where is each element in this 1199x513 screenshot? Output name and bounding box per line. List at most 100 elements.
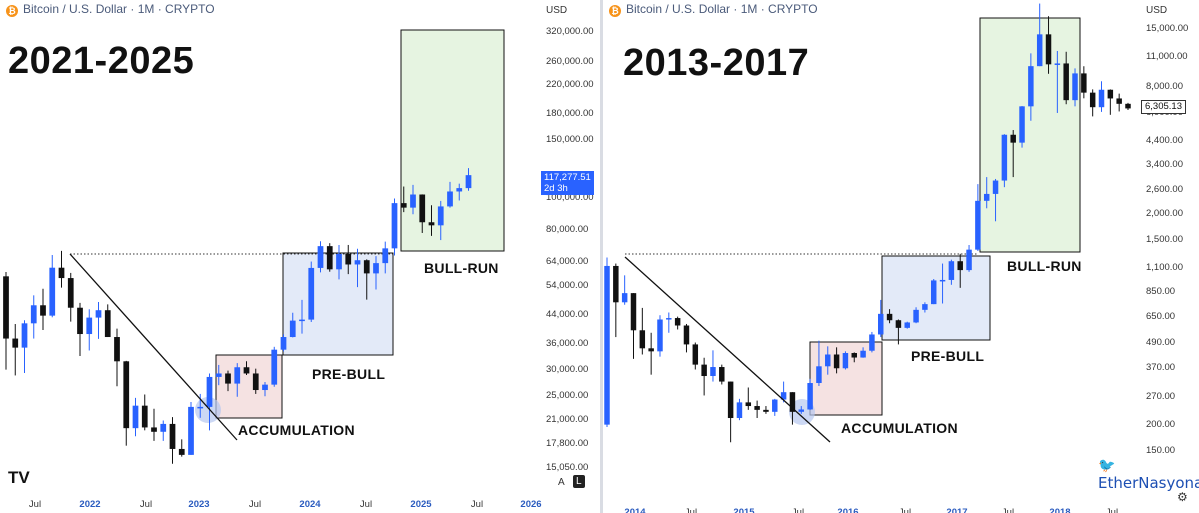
candle-body: [336, 253, 342, 270]
candle-body: [613, 265, 619, 303]
chart-panel-left[interactable]: ₿ Bitcoin / U.S. Dollar · 1M · CRYPTO 202…: [0, 0, 600, 513]
settings-gear-icon[interactable]: ⚙: [1177, 490, 1188, 504]
chart-canvas-left[interactable]: [0, 0, 600, 513]
candle-body: [719, 367, 725, 382]
candle-body: [317, 246, 324, 268]
x-axis-tick-label: 2026: [520, 499, 542, 510]
candle-body: [400, 203, 407, 208]
x-axis-tick-label: Jul: [898, 507, 912, 513]
candle-body: [869, 334, 875, 351]
y-axis-tick-label: 21,000.00: [546, 414, 589, 426]
candle-body: [922, 304, 928, 310]
candle-body: [763, 409, 769, 412]
candle-body: [701, 364, 707, 377]
x-axis-tick-label: 2015: [733, 507, 755, 513]
candle-body: [816, 366, 822, 384]
bitcoin-icon: ₿: [609, 5, 621, 17]
candle-body: [326, 246, 333, 270]
x-axis-tick-label: 2023: [188, 499, 210, 510]
candle-body: [373, 263, 379, 274]
y-axis-tick-label: 30,000.00: [546, 363, 589, 375]
y-axis-tick-label: 54,000.00: [546, 279, 589, 291]
candle-body: [1036, 34, 1043, 67]
candle-body: [825, 354, 831, 367]
breakout-highlight-circle: [195, 397, 221, 423]
author-watermark: EtherNasyonaL: [1098, 474, 1199, 492]
candle-body: [262, 384, 268, 391]
auto-scale-button[interactable]: A: [558, 477, 565, 488]
y-axis-tick-label: 100,000.00: [546, 191, 594, 203]
candle-body: [1107, 89, 1114, 99]
y-axis-tick-label: 370.00: [1146, 362, 1176, 374]
candle-body: [215, 373, 222, 377]
y-axis-tick-label: 1,500.00: [1146, 234, 1183, 245]
candle-body: [639, 330, 646, 349]
candle-body: [842, 353, 849, 369]
candle-body: [104, 310, 111, 338]
candle-body: [114, 337, 120, 362]
candle-body: [621, 293, 628, 303]
y-axis-tick-label: 4,400.00: [1146, 135, 1183, 147]
y-axis-tick-label: 180,000.00: [546, 108, 594, 120]
candle-body: [1028, 66, 1034, 107]
bull-run-zone: [979, 17, 1081, 253]
x-axis-tick-label: Jul: [684, 507, 698, 513]
candle-body: [465, 175, 472, 189]
last-price-value: 117,277.51: [544, 172, 591, 183]
downtrend-line: [69, 253, 238, 441]
bar-countdown: 2d 3h: [544, 183, 568, 194]
candle-body: [1089, 92, 1096, 108]
candle-body: [225, 373, 231, 384]
candle-body: [95, 310, 102, 318]
x-axis-tick-label: Jul: [28, 499, 42, 510]
bull-run-zone: [400, 29, 505, 252]
candle-body: [1098, 89, 1105, 108]
candle-body: [1116, 98, 1122, 104]
last-price-tag: 6,305.13: [1141, 100, 1186, 114]
y-axis-tick-label: 320,000.00: [546, 26, 594, 37]
candle-body: [1010, 134, 1016, 143]
candle-body: [447, 191, 453, 207]
candle-body: [280, 337, 287, 350]
candle-body: [308, 267, 315, 320]
candle-body: [252, 373, 259, 391]
candle-body: [772, 399, 778, 412]
y-axis-tick-label: 490.00: [1146, 336, 1176, 348]
y-axis-tick-label: 25,000.00: [546, 389, 589, 401]
x-axis-tick-label: 2025: [410, 499, 432, 510]
period-title: 2013-2017: [623, 42, 810, 84]
downtrend-line: [624, 256, 831, 443]
zone-label-accumulation: ACCUMULATION: [238, 422, 355, 438]
candle-body: [736, 402, 743, 419]
candle-body: [833, 354, 840, 369]
y-axis-tick-label: 3,400.00: [1146, 159, 1183, 170]
chart-panel-right[interactable]: ₿ Bitcoin / U.S. Dollar · 1M · CRYPTO 201…: [603, 0, 1199, 513]
y-axis-tick-label: 650.00: [1146, 310, 1176, 322]
log-scale-button[interactable]: L: [573, 475, 585, 488]
candle-body: [648, 348, 654, 352]
candle-body: [745, 402, 752, 407]
candle-body: [428, 222, 435, 226]
bitcoin-icon: ₿: [6, 5, 18, 17]
candle-body: [151, 427, 157, 432]
candle-body: [895, 320, 902, 328]
chart-canvas-right[interactable]: [603, 0, 1199, 513]
candle-body: [160, 423, 167, 432]
candle-body: [780, 392, 787, 400]
x-axis-tick-label: Jul: [1001, 507, 1015, 513]
y-axis-tick-label: 150,000.00: [546, 134, 594, 146]
y-axis-tick-label: 15,000.00: [1146, 23, 1189, 34]
candle-body: [21, 323, 28, 348]
candle-body: [1063, 63, 1069, 101]
candle-body: [345, 253, 352, 265]
x-axis-tick-label: Jul: [139, 499, 153, 510]
candle-body: [178, 448, 185, 455]
y-axis-tick-label: 15,050.00: [546, 462, 589, 473]
accumulation-zone: [215, 354, 283, 419]
tradingview-logo: TV: [8, 468, 30, 487]
candle-body: [1125, 103, 1131, 109]
x-axis-tick-label: 2022: [79, 499, 101, 510]
zone-label-bull-run: BULL-RUN: [1007, 258, 1082, 274]
chart-header: ₿ Bitcoin / U.S. Dollar · 1M · CRYPTO: [6, 2, 215, 17]
candle-body: [132, 405, 139, 429]
